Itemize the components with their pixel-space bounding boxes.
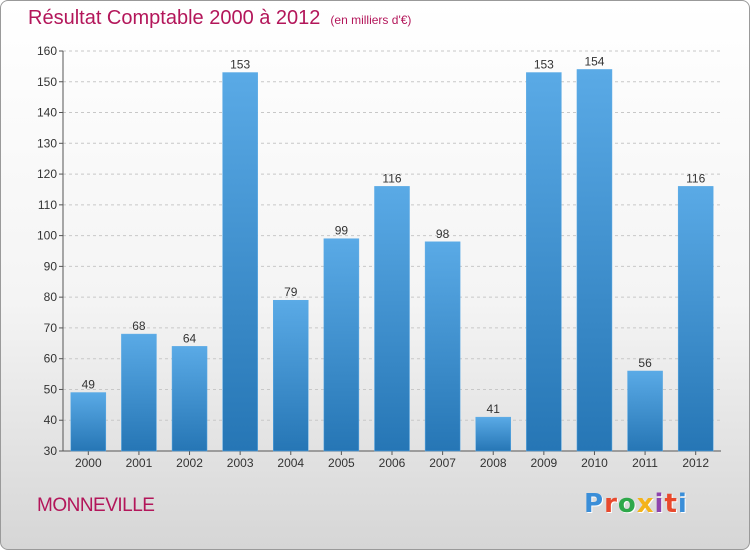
y-tick-label: 140	[37, 106, 57, 120]
x-tick-label-2012: 2012	[682, 456, 709, 470]
data-label-2003: 153	[230, 58, 250, 72]
data-label-2011: 56	[638, 356, 652, 370]
x-tick-label-2010: 2010	[581, 456, 608, 470]
bar-2012	[677, 186, 714, 452]
y-tick-label: 130	[37, 136, 57, 150]
bar-2011	[627, 370, 663, 452]
bar-2006	[374, 186, 410, 452]
data-label-2001: 68	[132, 319, 146, 333]
bar-2007	[424, 241, 461, 452]
commune-name: MONNEVILLE	[37, 495, 155, 516]
y-tick-label: 90	[44, 259, 58, 273]
y-tick-label: 150	[37, 75, 57, 89]
x-tick-label-2003: 2003	[227, 456, 254, 470]
bar-2000	[70, 392, 107, 452]
y-tick-label: 40	[44, 413, 58, 427]
y-tick-label: 110	[38, 198, 57, 212]
bar-2002	[171, 346, 208, 452]
data-label-2006: 116	[382, 171, 401, 185]
bar-2008	[475, 416, 511, 452]
data-label-2000: 49	[82, 378, 96, 392]
bars	[70, 69, 714, 452]
bar-2001	[121, 333, 157, 452]
y-tick-label: 50	[44, 382, 58, 396]
y-tick-label: 60	[44, 352, 58, 366]
data-label-2005: 99	[335, 224, 349, 238]
labels: 30 40 50 60 70 80 90 100 110 120 130 140 150 160 49 200…	[37, 44, 709, 470]
x-tick-label-2011: 2011	[632, 456, 658, 470]
y-tick-label: 80	[44, 290, 58, 304]
y-tick-label: 70	[44, 321, 58, 335]
brand-letter: o	[617, 489, 637, 519]
y-tick-label: 100	[37, 229, 57, 243]
x-tick-label-2006: 2006	[379, 456, 406, 470]
y-tick-label: 30	[44, 444, 58, 458]
bar-2009	[526, 72, 562, 452]
brand-letter: i	[654, 489, 665, 519]
chart-title-unit: (en milliers d'€)	[330, 13, 412, 27]
chart-title-text: Résultat Comptable 2000 à 2012	[28, 7, 321, 29]
data-label-2012: 116	[686, 171, 705, 185]
x-tick-label-2005: 2005	[328, 456, 355, 470]
x-tick-label-2001: 2001	[126, 456, 153, 470]
bar-2004	[273, 299, 309, 452]
data-label-2010: 154	[584, 54, 604, 68]
bar-2010	[576, 69, 613, 452]
brand-letter: r	[604, 489, 618, 519]
x-tick-label-2002: 2002	[176, 456, 203, 470]
data-label-2008: 41	[487, 402, 501, 416]
x-tick-label-2008: 2008	[480, 456, 507, 470]
bar-2005	[323, 238, 360, 452]
data-label-2009: 153	[534, 58, 554, 72]
data-label-2002: 64	[183, 331, 197, 345]
brand-letter: P	[584, 489, 605, 519]
brand-letter: i	[677, 489, 688, 519]
data-label-2004: 79	[284, 285, 298, 299]
data-label-2007: 98	[436, 227, 450, 241]
x-tick-label-2004: 2004	[277, 456, 304, 470]
brand-letter: x	[636, 489, 655, 519]
y-tick-label: 120	[37, 167, 57, 181]
x-tick-label-2000: 2000	[75, 456, 102, 470]
brand-letter: t	[664, 489, 678, 519]
x-tick-label-2009: 2009	[530, 456, 557, 470]
bar-2003	[222, 72, 258, 452]
x-tick-label-2007: 2007	[429, 456, 456, 470]
chart-title: Résultat Comptable 2000 à 2012 (en millie…	[28, 7, 411, 30]
y-tick-label: 160	[37, 44, 57, 58]
brand-logo: Proxiti	[584, 489, 688, 519]
